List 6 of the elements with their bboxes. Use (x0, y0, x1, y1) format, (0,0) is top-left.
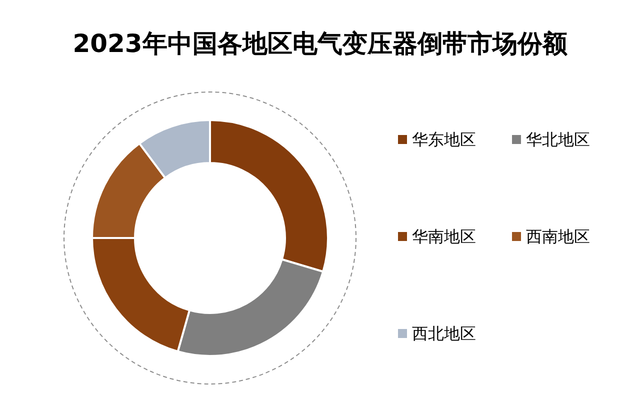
chart-title: 2023年中国各地区电气变压器倒带市场份额 (72, 29, 568, 58)
legend-label: 华东地区 (412, 130, 476, 149)
legend-label: 华北地区 (526, 130, 590, 149)
legend-label: 西南地区 (526, 227, 590, 246)
legend-label: 华南地区 (412, 227, 476, 246)
legend-label: 西北地区 (412, 324, 476, 343)
